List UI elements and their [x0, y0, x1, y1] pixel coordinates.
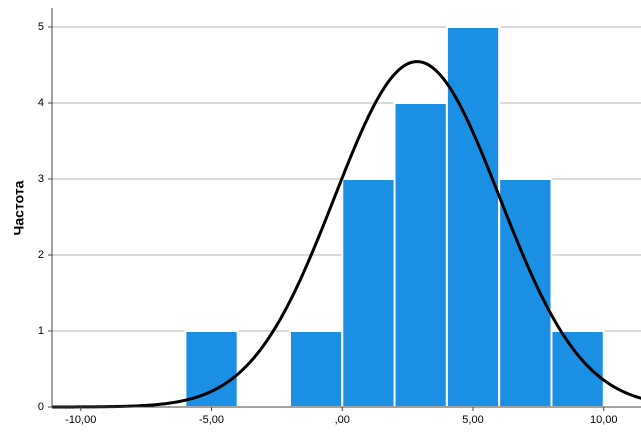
- y-tick-label: 3: [38, 173, 44, 185]
- y-tick-label: 4: [38, 97, 44, 109]
- bar: [288, 330, 344, 408]
- bar: [184, 330, 239, 408]
- x-tick-label: -10,00: [65, 414, 96, 426]
- y-tick-label: 5: [38, 21, 44, 33]
- bar: [393, 102, 448, 408]
- y-tick-label: 1: [38, 325, 44, 337]
- x-tick-label: 10,00: [590, 414, 618, 426]
- y-tick-label: 2: [38, 249, 44, 261]
- y-tick-label: 0: [38, 401, 44, 413]
- x-tick-label: -5,00: [199, 414, 224, 426]
- bar: [445, 26, 501, 408]
- x-tick-label: 5,00: [462, 414, 483, 426]
- bar: [550, 330, 605, 408]
- x-tick-label: ,00: [335, 414, 350, 426]
- bar: [341, 178, 396, 408]
- y-axis-label: Частота: [11, 180, 27, 235]
- normal-curve: [51, 60, 641, 409]
